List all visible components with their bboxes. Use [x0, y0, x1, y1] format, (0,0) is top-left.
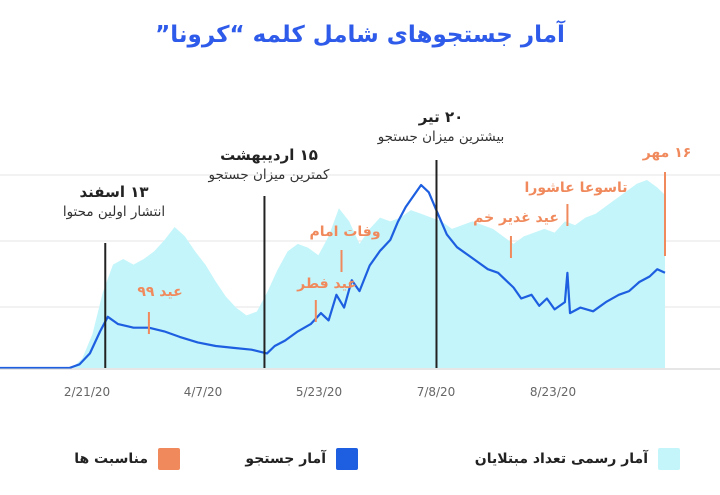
chart-title: آمار جستجوهای شامل کلمه “کرونا” [155, 22, 565, 48]
annotation-first-title: ۱۳ اسفند [79, 183, 149, 201]
series-line-search [0, 183, 666, 370]
x-tick-label: 2/21/20 [63, 385, 111, 399]
annotation-ghadir: عید غدیر خم [473, 210, 559, 226]
annotation-eid99: عید ۹۹ [137, 284, 183, 300]
legend-label-search: آمار جستجو [245, 451, 326, 467]
legend-item-events: مناسبت ها [74, 446, 180, 472]
series-area-cases [0, 180, 665, 368]
x-tick-label: 7/8/20 [416, 385, 456, 399]
legend-item-cases: آمار رسمی تعداد مبتلایان [475, 446, 680, 472]
annotation-lowest-title: ۱۵ اردیبهشت [220, 146, 318, 164]
annotation-highest-title: ۲۰ تیر [418, 108, 464, 126]
annotation-tasua: تاسوعا عاشورا [524, 180, 628, 196]
legend-swatch-search [336, 448, 358, 470]
annotation-first-content: ۱۳ اسفند انتشار اولین محتوا [28, 183, 200, 220]
annotation-highest-search: ۲۰ تیر بیشترین میزان جستجو [355, 108, 527, 145]
legend-swatch-events [158, 448, 180, 470]
x-tick-label: 8/23/20 [529, 385, 577, 399]
annotation-lowest-sub: کمترین میزان جستجو [208, 167, 330, 183]
annotation-lowest-search: ۱۵ اردیبهشت کمترین میزان جستجو [183, 146, 355, 183]
annotation-imam: وفات امام [309, 224, 381, 240]
annotation-mehr16: ۱۶ مهر [642, 145, 692, 161]
legend-label-cases: آمار رسمی تعداد مبتلایان [474, 451, 648, 467]
legend-item-search: آمار جستجو [245, 446, 358, 472]
annotation-eid-fitr: عید فطر [297, 276, 357, 292]
x-tick-label: 4/7/20 [183, 385, 223, 399]
annotation-first-sub: انتشار اولین محتوا [62, 204, 166, 220]
annotation-highest-sub: بیشترین میزان جستجو [377, 129, 505, 145]
legend-label-events: مناسبت ها [74, 451, 148, 467]
legend-swatch-cases [658, 448, 680, 470]
x-tick-label: 5/23/20 [295, 385, 343, 399]
